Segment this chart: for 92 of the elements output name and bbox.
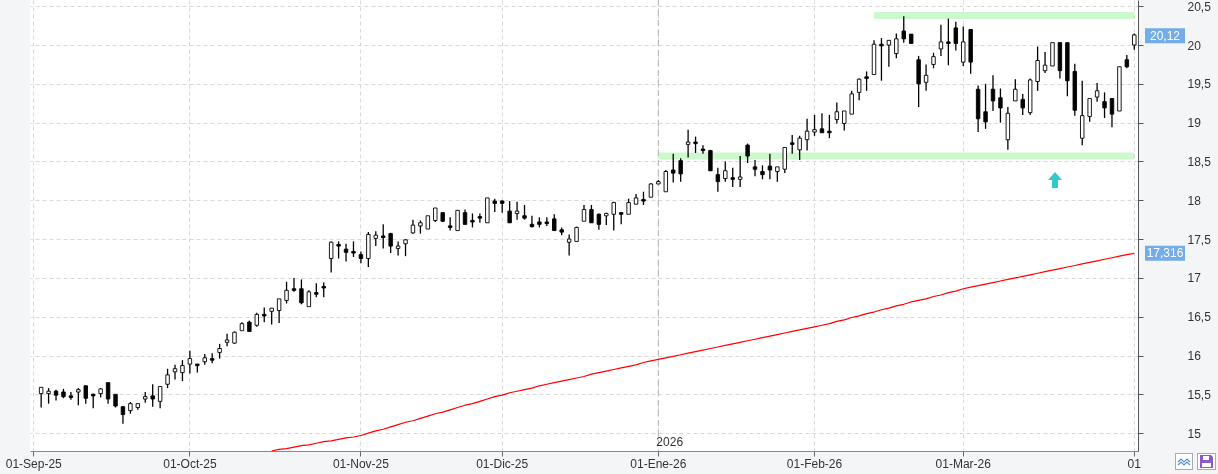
candlestick: [1050, 42, 1055, 67]
y-tick-label: 15,5: [1187, 387, 1212, 402]
candlestick: [894, 32, 899, 59]
y-tick-label: 17,5: [1187, 232, 1212, 247]
candlestick: [879, 37, 884, 82]
candlestick: [381, 223, 386, 250]
ref-line-label: 2026: [656, 435, 684, 449]
y-tick-label: 18: [1187, 193, 1202, 208]
candlestick: [715, 167, 721, 193]
candlestick: [105, 382, 111, 405]
x-tick-label: 01-Sep-25: [5, 456, 63, 471]
x-tick-label: 01-Mar-26: [935, 456, 992, 471]
candlestick: [611, 201, 616, 232]
candlestick: [961, 25, 966, 67]
candlestick: [983, 83, 988, 130]
candlestick: [990, 74, 996, 112]
candlestick: [276, 298, 282, 324]
candlestick: [150, 383, 155, 408]
candlestick: [165, 368, 170, 389]
x-tick-label: 01-Nov-25: [332, 456, 390, 471]
y-tick-label: 19: [1187, 116, 1202, 131]
x-tick-label: 01-Feb-26: [786, 456, 843, 471]
candlestick: [790, 134, 795, 155]
candlestick: [187, 350, 193, 375]
candlestick: [38, 386, 44, 409]
y-tick-label: 20,5: [1187, 0, 1212, 14]
candlestick: [299, 278, 304, 305]
candlestick: [953, 21, 959, 52]
annotation: 20,12: [1149, 28, 1181, 43]
candlestick: [685, 128, 691, 159]
candlestick: [477, 212, 483, 224]
candlestick: [172, 364, 178, 381]
candlestick: [1035, 45, 1040, 92]
candlestick: [782, 147, 787, 174]
x-tick-label: 01-Oct-25: [163, 456, 217, 471]
candlestick: [507, 200, 512, 224]
candlestick: [923, 63, 929, 92]
candlestick: [827, 114, 832, 139]
candlestick: [812, 114, 817, 137]
candlestick: [819, 112, 825, 134]
candlestick: [1087, 98, 1092, 123]
candlestick: [752, 159, 758, 177]
y-tick-label: 18,5: [1187, 154, 1212, 169]
candlestick: [1013, 78, 1018, 102]
candlestick: [1080, 80, 1085, 146]
candlestick: [678, 157, 683, 183]
x-tick-label: 01-Dic-25: [476, 456, 529, 471]
line-series: [271, 252, 1135, 452]
candlestick: [842, 110, 847, 132]
candlestick: [328, 240, 334, 274]
y-tick-label: 16: [1187, 349, 1202, 364]
candlestick: [514, 201, 520, 221]
annotation: 17,316: [1146, 246, 1184, 261]
candlestick: [1109, 97, 1115, 128]
candlestick: [395, 240, 401, 257]
y-tick-label: 16,5: [1187, 310, 1212, 325]
candlestick: [566, 233, 572, 257]
y-tick-label: 17: [1187, 271, 1202, 286]
candlestick: [291, 277, 297, 293]
candlestick: [998, 87, 1003, 124]
candlestick: [284, 281, 289, 305]
candlestick: [946, 17, 951, 66]
candlestick: [886, 39, 892, 68]
candlestick: [180, 359, 185, 382]
candlestick: [723, 160, 728, 183]
candlestick: [849, 90, 854, 115]
y-tick-label: 15: [1187, 426, 1202, 441]
candlestick: [455, 209, 460, 232]
candlestick: [224, 333, 230, 347]
candlestick: [856, 77, 862, 101]
candlestick: [767, 153, 773, 180]
candlestick: [901, 15, 906, 44]
candlestick: [663, 169, 668, 193]
candlestick: [700, 144, 706, 155]
candlestick: [730, 167, 735, 188]
candlestick: [938, 24, 944, 57]
candlestick: [1020, 93, 1025, 116]
y-tick-label: 20: [1187, 38, 1202, 53]
candlestick: [671, 153, 676, 184]
candlestick: [834, 101, 840, 125]
y-tick-label: 19,5: [1187, 77, 1212, 92]
candlestick: [447, 216, 453, 232]
candlestick: [737, 155, 743, 188]
candlestick: [797, 135, 802, 161]
candlestick: [1102, 91, 1107, 119]
x-tick-label: 01-Ene-26: [630, 456, 687, 471]
candlestick: [157, 385, 163, 409]
candlestick: [864, 70, 869, 92]
candlestick: [68, 391, 74, 401]
candlestick: [1094, 82, 1100, 103]
candlestick: [343, 243, 349, 263]
x-tick-label: 01: [1127, 456, 1142, 471]
